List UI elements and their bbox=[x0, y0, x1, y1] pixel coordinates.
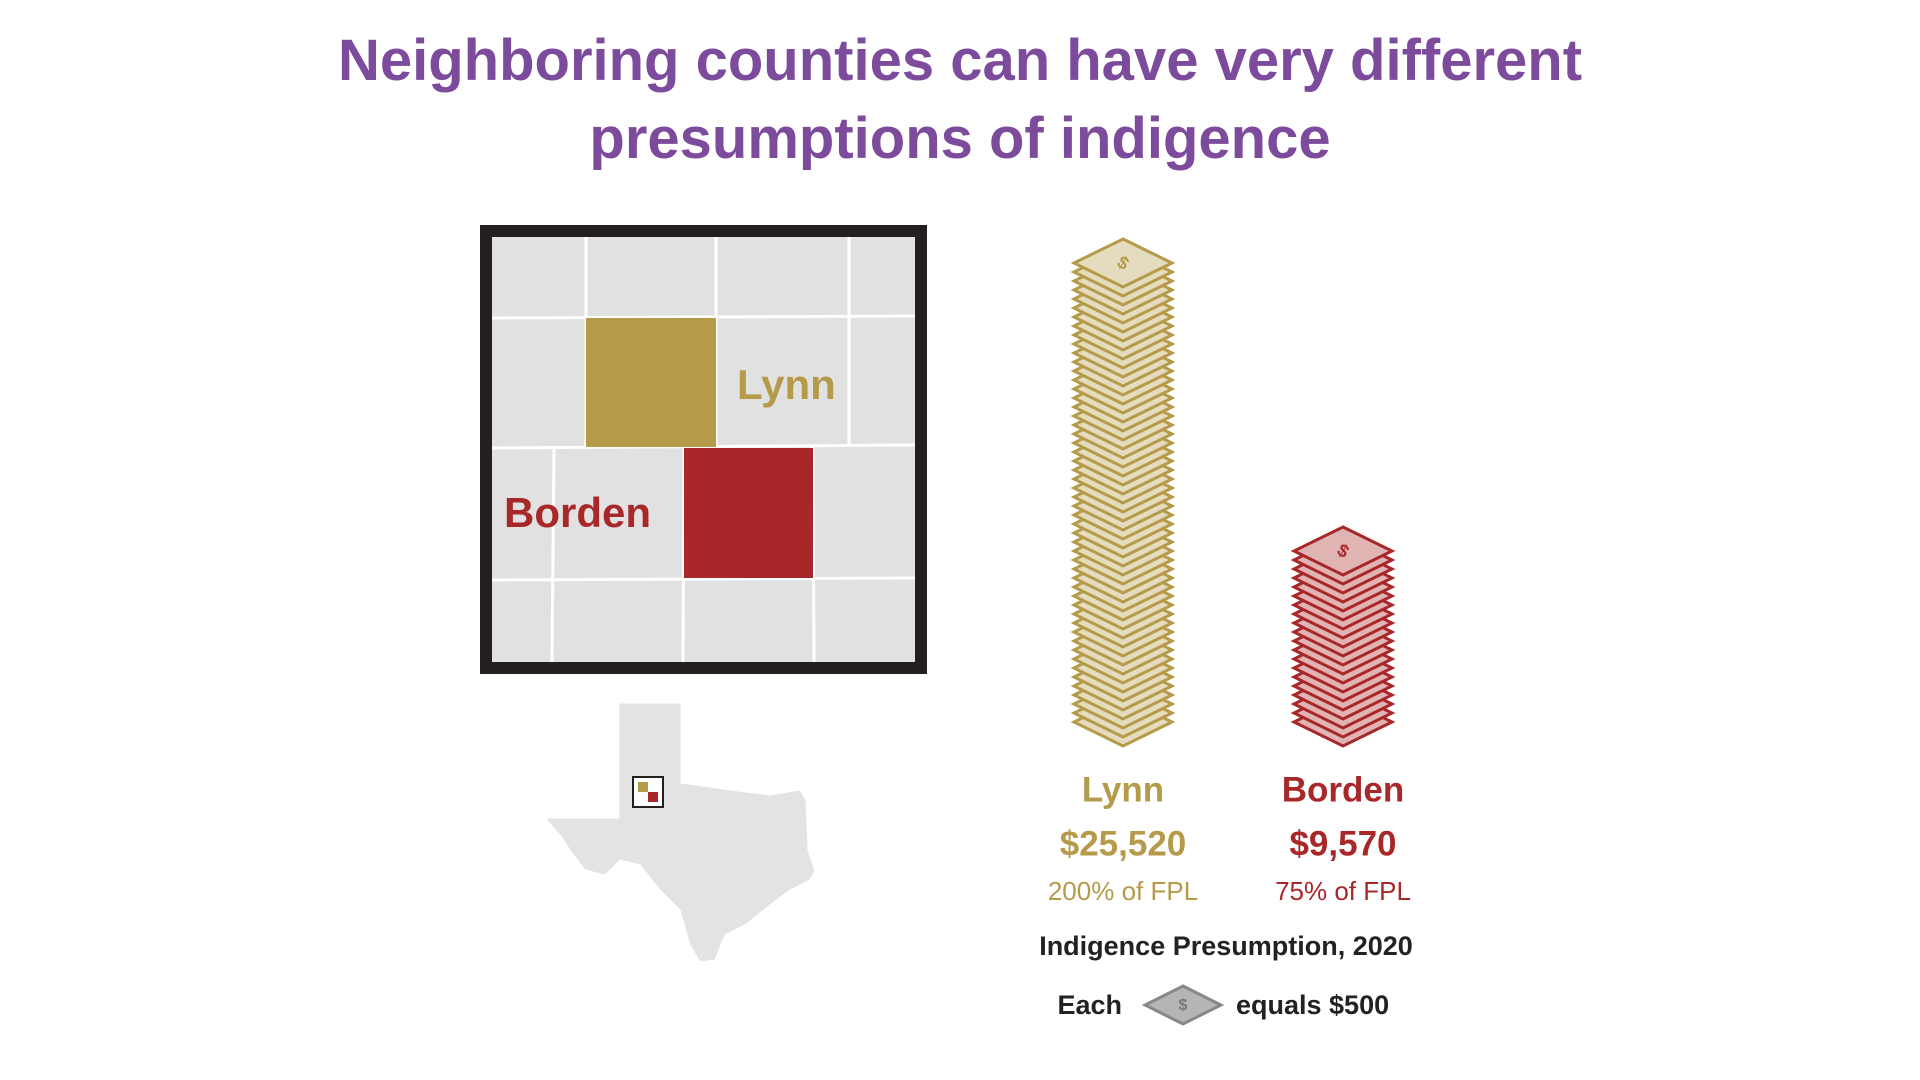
fpl-label: 75% of FPL bbox=[1275, 876, 1411, 906]
legend-prefix: Each bbox=[1057, 990, 1122, 1020]
texas-locator bbox=[543, 702, 816, 963]
legend-suffix: equals $500 bbox=[1236, 990, 1389, 1020]
lynn-county bbox=[586, 318, 716, 447]
map-label: Lynn bbox=[737, 361, 836, 408]
legend-icon: $ bbox=[1141, 984, 1225, 1026]
value-label: $25,520 bbox=[1060, 824, 1187, 863]
bill bbox=[1070, 237, 1176, 289]
texas-shape bbox=[543, 702, 816, 963]
bill-stack: $ bbox=[1070, 237, 1176, 748]
map-label: Borden bbox=[504, 489, 651, 536]
borden-county bbox=[684, 448, 813, 578]
county-map: Lynn Borden bbox=[480, 225, 927, 674]
category-label: Lynn bbox=[1082, 770, 1164, 809]
caption: Indigence Presumption, 2020 bbox=[1039, 931, 1413, 961]
value-label: $9,570 bbox=[1289, 824, 1396, 863]
locator-borden bbox=[648, 792, 658, 802]
category-label: Borden bbox=[1282, 770, 1405, 809]
bill bbox=[1290, 525, 1396, 577]
locator-lynn bbox=[638, 782, 648, 792]
svg-text:$: $ bbox=[1179, 997, 1188, 1014]
bill-stack: $ bbox=[1290, 525, 1396, 748]
fpl-label: 200% of FPL bbox=[1048, 876, 1198, 906]
chart-title: Neighboring counties can have very diffe… bbox=[337, 28, 1583, 171]
